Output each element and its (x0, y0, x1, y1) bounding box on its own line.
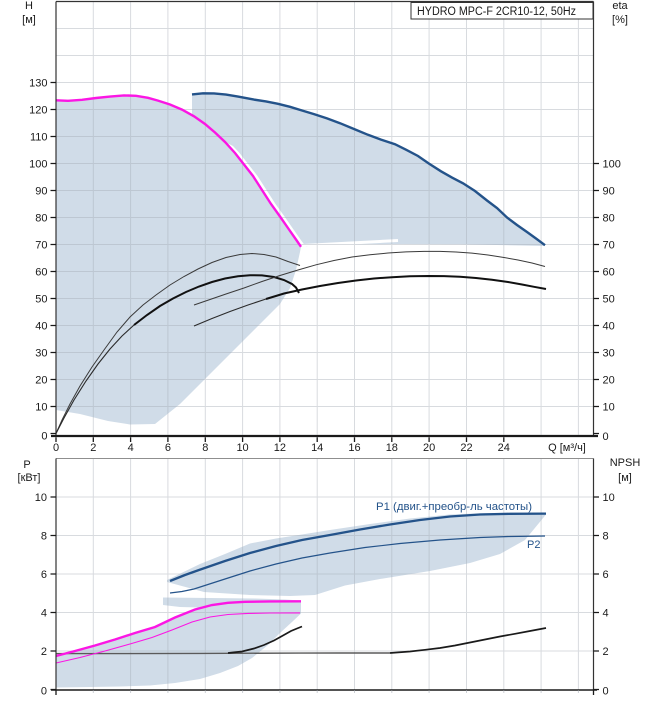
svg-text:90: 90 (35, 186, 47, 198)
svg-text:130: 130 (29, 78, 47, 90)
svg-text:90: 90 (603, 186, 615, 198)
svg-text:14: 14 (311, 442, 323, 454)
svg-text:18: 18 (386, 442, 398, 454)
svg-text:24: 24 (498, 442, 510, 454)
svg-text:70: 70 (603, 240, 615, 252)
svg-text:70: 70 (35, 240, 47, 252)
svg-text:110: 110 (30, 132, 48, 144)
svg-text:4: 4 (603, 608, 609, 620)
svg-text:60: 60 (35, 267, 47, 279)
svg-text:4: 4 (128, 442, 134, 454)
svg-text:6: 6 (165, 442, 171, 454)
svg-text:0: 0 (53, 442, 59, 454)
svg-text:[м]: [м] (618, 472, 632, 484)
svg-text:2: 2 (603, 646, 609, 658)
svg-text:6: 6 (603, 569, 609, 581)
svg-text:30: 30 (603, 348, 615, 360)
svg-text:P1 (двиг.+преобр-ль частоты): P1 (двиг.+преобр-ль частоты) (376, 501, 532, 513)
svg-text:10: 10 (35, 492, 47, 504)
svg-text:[кВт]: [кВт] (18, 472, 41, 484)
svg-text:0: 0 (603, 431, 609, 443)
svg-text:Q [м³/ч]: Q [м³/ч] (548, 442, 586, 454)
svg-text:P: P (23, 459, 30, 471)
svg-text:80: 80 (35, 213, 47, 225)
svg-text:100: 100 (29, 159, 47, 171)
svg-text:20: 20 (35, 375, 47, 387)
svg-text:H: H (25, 0, 33, 12)
svg-text:40: 40 (603, 321, 615, 333)
svg-text:P2: P2 (527, 539, 540, 551)
svg-text:[%]: [%] (612, 14, 628, 26)
svg-text:0: 0 (603, 686, 609, 698)
svg-text:[м]: [м] (22, 14, 36, 26)
svg-text:NPSH: NPSH (610, 457, 641, 469)
svg-text:60: 60 (603, 267, 615, 279)
svg-text:16: 16 (348, 442, 360, 454)
svg-text:10: 10 (603, 492, 615, 504)
svg-text:10: 10 (236, 442, 248, 454)
svg-text:20: 20 (603, 375, 615, 387)
svg-text:10: 10 (603, 402, 615, 414)
svg-text:100: 100 (603, 159, 621, 171)
svg-text:2: 2 (41, 646, 47, 658)
svg-text:80: 80 (603, 213, 615, 225)
svg-text:120: 120 (29, 105, 47, 117)
svg-text:20: 20 (423, 442, 435, 454)
svg-text:0: 0 (41, 686, 47, 698)
svg-text:8: 8 (41, 531, 47, 543)
svg-text:0: 0 (41, 431, 47, 443)
svg-text:12: 12 (274, 442, 286, 454)
svg-text:50: 50 (35, 294, 47, 306)
svg-text:22: 22 (460, 442, 472, 454)
svg-text:50: 50 (603, 294, 615, 306)
svg-text:10: 10 (35, 402, 47, 414)
svg-text:eta: eta (612, 0, 628, 12)
svg-text:8: 8 (603, 531, 609, 543)
svg-text:HYDRO MPC-F 2CR10-12, 50Hz: HYDRO MPC-F 2CR10-12, 50Hz (417, 6, 576, 18)
svg-text:6: 6 (41, 569, 47, 581)
svg-text:2: 2 (90, 442, 96, 454)
svg-text:8: 8 (202, 442, 208, 454)
svg-text:30: 30 (35, 348, 47, 360)
svg-text:4: 4 (41, 608, 47, 620)
svg-text:40: 40 (35, 321, 47, 333)
